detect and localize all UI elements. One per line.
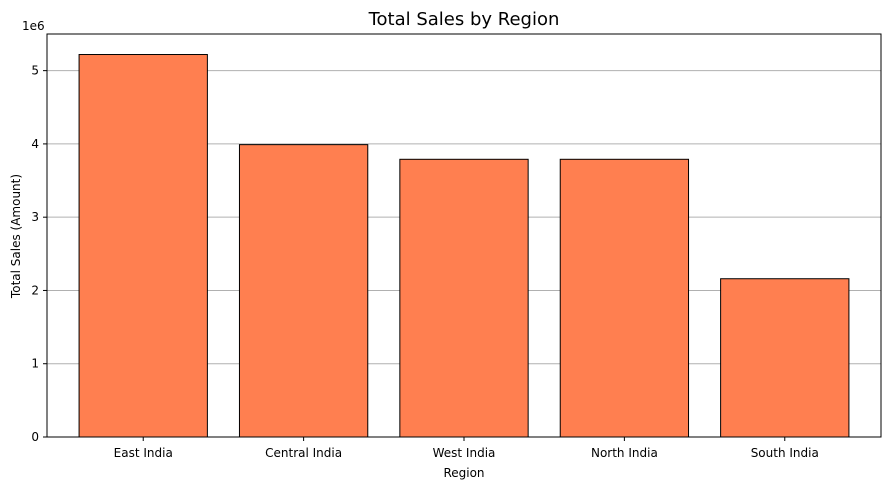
bar-south-india <box>720 278 850 438</box>
y-axis-offset-label: 1e6 <box>22 19 45 33</box>
x-axis-label: Region <box>443 466 484 480</box>
x-tick-label: South India <box>751 446 819 460</box>
x-axis-ticks: East India Central India West India North I… <box>114 437 819 460</box>
bar-central-india <box>238 144 369 438</box>
bars <box>78 54 850 438</box>
x-tick-label: North India <box>591 446 658 460</box>
bar-east-india <box>78 54 208 438</box>
bar-north-india <box>559 158 690 438</box>
y-tick-label: 4 <box>31 137 39 151</box>
y-tick-label: 2 <box>31 283 39 297</box>
y-axis-ticks: 0 1 2 3 4 5 <box>31 64 47 444</box>
chart-title: Total Sales by Region <box>368 9 560 30</box>
y-tick-label: 1 <box>31 357 39 371</box>
x-tick-label: West India <box>433 446 496 460</box>
x-tick-label: Central India <box>265 446 342 460</box>
y-tick-label: 5 <box>31 64 39 78</box>
bar-west-india <box>399 158 529 438</box>
y-tick-label: 3 <box>31 210 39 224</box>
y-tick-label: 0 <box>31 430 39 444</box>
y-axis-label: Total Sales (Amount) <box>9 174 23 299</box>
x-tick-label: East India <box>114 446 173 460</box>
